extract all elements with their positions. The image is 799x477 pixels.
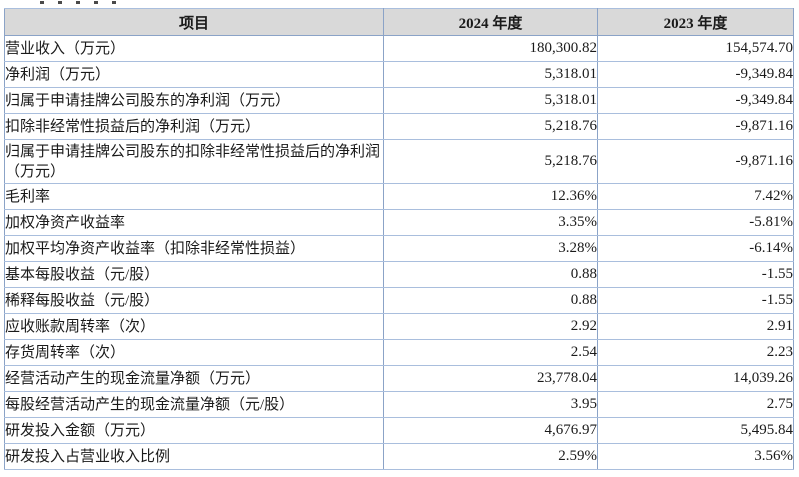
table-row-basic-eps: 基本每股收益（元/股） 0.88 -1.55: [4, 261, 794, 288]
cropped-text-remnant: [40, 0, 260, 5]
table-row-receivables-turnover: 应收账款周转率（次） 2.92 2.91: [4, 313, 794, 340]
value-2023: 5,495.84: [597, 417, 794, 444]
financial-metrics-table: 项目 2024 年度 2023 年度 营业收入（万元） 180,300.82 1…: [4, 8, 794, 470]
value-2024: 3.28%: [383, 235, 598, 262]
table-row-diluted-eps: 稀释每股收益（元/股） 0.88 -1.55: [4, 287, 794, 314]
value-2023: -5.81%: [597, 209, 794, 236]
column-header-2024: 2024 年度: [383, 8, 598, 36]
row-label: 加权平均净资产收益率（扣除非经常性损益）: [4, 235, 384, 262]
table-row-gross-margin: 毛利率 12.36% 7.42%: [4, 183, 794, 210]
value-2024: 5,218.76: [383, 113, 598, 140]
table-row-rd-revenue-ratio: 研发投入占营业收入比例 2.59% 3.56%: [4, 443, 794, 470]
value-2023: 3.56%: [597, 443, 794, 470]
value-2023: 154,574.70: [597, 35, 794, 62]
row-label: 每股经营活动产生的现金流量净额（元/股）: [4, 391, 384, 418]
value-2023: -9,871.16: [597, 113, 794, 140]
table-row-weighted-roe: 加权净资产收益率 3.35% -5.81%: [4, 209, 794, 236]
row-label: 研发投入占营业收入比例: [4, 443, 384, 470]
row-label: 营业收入（万元）: [4, 35, 384, 62]
table-row-rd-investment: 研发投入金额（万元） 4,676.97 5,495.84: [4, 417, 794, 444]
row-label: 经营活动产生的现金流量净额（万元）: [4, 365, 384, 392]
table-row-net-profit-attributable: 归属于申请挂牌公司股东的净利润（万元） 5,318.01 -9,349.84: [4, 87, 794, 114]
table-row-net-profit: 净利润（万元） 5,318.01 -9,349.84: [4, 61, 794, 88]
row-label: 基本每股收益（元/股）: [4, 261, 384, 288]
table-row-weighted-avg-roe-excl-nonrecurring: 加权平均净资产收益率（扣除非经常性损益） 3.28% -6.14%: [4, 235, 794, 262]
column-header-item: 项目: [4, 8, 384, 36]
value-2024: 3.35%: [383, 209, 598, 236]
value-2024: 0.88: [383, 287, 598, 314]
row-label: 扣除非经常性损益后的净利润（万元）: [4, 113, 384, 140]
value-2023: 2.91: [597, 313, 794, 340]
value-2024: 5,318.01: [383, 87, 598, 114]
value-2024: 4,676.97: [383, 417, 598, 444]
value-2023: 2.23: [597, 339, 794, 366]
table-row-net-profit-attributable-excl-nonrecurring: 归属于申请挂牌公司股东的扣除非经常性损益后的净利润（万元） 5,218.76 -…: [4, 139, 794, 184]
value-2023: 14,039.26: [597, 365, 794, 392]
row-label: 净利润（万元）: [4, 61, 384, 88]
value-2023: -9,349.84: [597, 61, 794, 88]
table-row-inventory-turnover: 存货周转率（次） 2.54 2.23: [4, 339, 794, 366]
row-label: 归属于申请挂牌公司股东的净利润（万元）: [4, 87, 384, 114]
column-header-2023: 2023 年度: [597, 8, 794, 36]
row-label: 研发投入金额（万元）: [4, 417, 384, 444]
value-2023: 2.75: [597, 391, 794, 418]
row-label: 稀释每股收益（元/股）: [4, 287, 384, 314]
value-2024: 2.59%: [383, 443, 598, 470]
table-row-operating-cash-flow: 经营活动产生的现金流量净额（万元） 23,778.04 14,039.26: [4, 365, 794, 392]
value-2023: -9,871.16: [597, 139, 794, 184]
value-2023: 7.42%: [597, 183, 794, 210]
value-2023: -9,349.84: [597, 87, 794, 114]
row-label: 归属于申请挂牌公司股东的扣除非经常性损益后的净利润（万元）: [4, 139, 384, 184]
table-row-revenue: 营业收入（万元） 180,300.82 154,574.70: [4, 35, 794, 62]
value-2023: -1.55: [597, 287, 794, 314]
value-2024: 180,300.82: [383, 35, 598, 62]
value-2024: 0.88: [383, 261, 598, 288]
row-label: 加权净资产收益率: [4, 209, 384, 236]
row-label: 毛利率: [4, 183, 384, 210]
value-2024: 2.54: [383, 339, 598, 366]
table-row-net-profit-excl-nonrecurring: 扣除非经常性损益后的净利润（万元） 5,218.76 -9,871.16: [4, 113, 794, 140]
value-2024: 3.95: [383, 391, 598, 418]
value-2024: 5,218.76: [383, 139, 598, 184]
table-row-operating-cash-flow-per-share: 每股经营活动产生的现金流量净额（元/股） 3.95 2.75: [4, 391, 794, 418]
value-2024: 12.36%: [383, 183, 598, 210]
table-header-row: 项目 2024 年度 2023 年度: [4, 8, 794, 36]
value-2024: 2.92: [383, 313, 598, 340]
value-2023: -1.55: [597, 261, 794, 288]
value-2024: 23,778.04: [383, 365, 598, 392]
row-label: 存货周转率（次）: [4, 339, 384, 366]
value-2024: 5,318.01: [383, 61, 598, 88]
value-2023: -6.14%: [597, 235, 794, 262]
row-label: 应收账款周转率（次）: [4, 313, 384, 340]
